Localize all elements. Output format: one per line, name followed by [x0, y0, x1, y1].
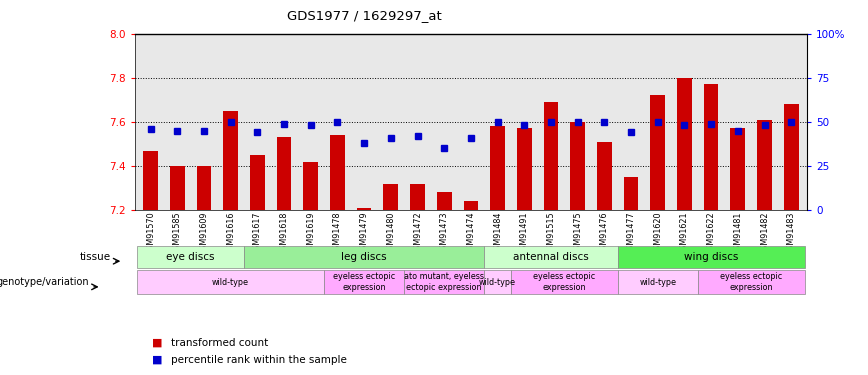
Bar [650, 96, 665, 210]
Text: percentile rank within the sample: percentile rank within the sample [171, 355, 347, 365]
Bar [731, 129, 745, 210]
Text: leg discs: leg discs [341, 252, 387, 262]
Bar [357, 208, 372, 210]
Text: ■: ■ [152, 355, 162, 365]
Text: wild-type: wild-type [479, 278, 516, 286]
Bar [223, 111, 238, 210]
Bar [250, 155, 265, 210]
Text: wing discs: wing discs [684, 252, 739, 262]
Text: eyeless ectopic
expression: eyeless ectopic expression [333, 273, 395, 292]
Bar [757, 120, 772, 210]
Text: transformed count: transformed count [171, 338, 268, 348]
Bar [143, 150, 158, 210]
Bar [464, 201, 478, 210]
Bar [517, 129, 531, 210]
Bar [704, 84, 719, 210]
Text: eyeless ectopic
expression: eyeless ectopic expression [533, 273, 595, 292]
Text: eyeless ectopic
expression: eyeless ectopic expression [720, 273, 782, 292]
Bar [490, 126, 505, 210]
Bar [330, 135, 345, 210]
Bar [597, 142, 612, 210]
Text: antennal discs: antennal discs [513, 252, 589, 262]
Bar [677, 78, 692, 210]
Bar [411, 183, 424, 210]
Text: ■: ■ [152, 338, 162, 348]
Bar [170, 166, 185, 210]
Bar [570, 122, 585, 210]
Bar [304, 162, 318, 210]
Bar [543, 102, 558, 210]
Bar [197, 166, 211, 210]
Bar [277, 137, 292, 210]
Bar [384, 183, 398, 210]
Text: ato mutant, eyeless
ectopic expression: ato mutant, eyeless ectopic expression [404, 273, 484, 292]
Text: wild-type: wild-type [212, 278, 249, 286]
Bar [624, 177, 638, 210]
Text: tissue: tissue [80, 252, 111, 262]
Bar [784, 104, 799, 210]
Text: GDS1977 / 1629297_at: GDS1977 / 1629297_at [287, 9, 442, 22]
Bar [437, 192, 451, 210]
Text: wild-type: wild-type [639, 278, 676, 286]
Text: genotype/variation: genotype/variation [0, 277, 89, 287]
Text: eye discs: eye discs [167, 252, 215, 262]
